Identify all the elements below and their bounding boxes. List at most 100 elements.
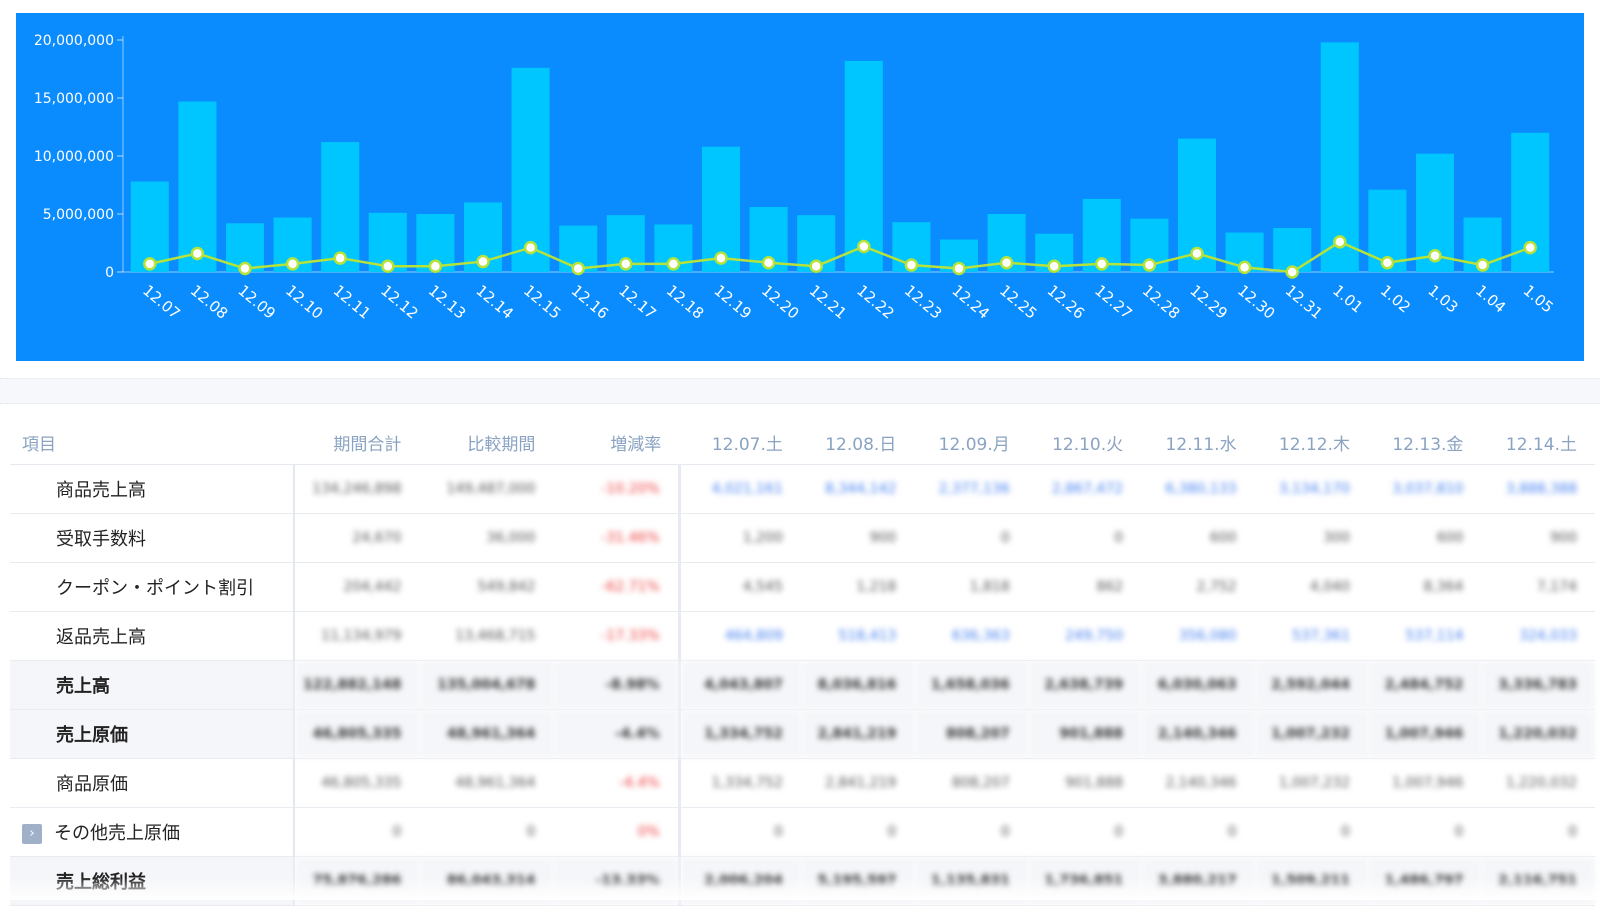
table-cell: 0: [914, 513, 1028, 563]
column-header[interactable]: 12.08.日: [800, 420, 915, 465]
chart-point: [666, 257, 681, 271]
chart-bar: [321, 142, 360, 272]
table-cell: -31.46%: [553, 513, 680, 563]
table-cell: 1,658,036: [914, 660, 1028, 710]
x-tick-label: 12.25: [996, 281, 1040, 322]
column-header[interactable]: 12.14.土: [1481, 420, 1595, 465]
chart-point: [238, 261, 252, 276]
table-cell: 900: [800, 513, 915, 563]
table-cell: 324,033: [1481, 611, 1595, 661]
column-header[interactable]: 12.10.火: [1027, 420, 1142, 465]
table-row: 商品原価 46,805,335 48,961,364 -4.4% 1,334,752 2,…: [10, 758, 1595, 808]
table-cell: 4,043,807: [677, 660, 801, 710]
x-tick-label: 12.14: [472, 281, 516, 322]
table-cell: 549,842: [419, 562, 554, 612]
x-tick-label: 1.02: [1377, 281, 1414, 316]
bottom-fade: [0, 878, 1600, 900]
table-cell: 3,037,810: [1368, 464, 1482, 514]
expand-chevron-icon[interactable]: ›: [22, 824, 42, 844]
chart-svg: 0 5,000,000 10,000,000 15,000,000 20,000,000…: [34, 33, 1557, 323]
table-cell: 0: [1254, 807, 1368, 857]
column-header[interactable]: 増減率: [553, 420, 680, 465]
table-cell: 134,246,898: [293, 464, 420, 514]
table-cell: -8.98%: [553, 660, 680, 710]
row-label-text: 商品売上高: [56, 480, 146, 501]
table-cell: 1,200: [677, 513, 801, 563]
table-cell: 1,818: [914, 562, 1028, 612]
table-header-row: 項目 期間合計 比較期間 増減率 12.07.土 12.08.日 12.09.月 12.10.…: [10, 420, 1595, 465]
chart-point: [619, 257, 633, 271]
table-cell: 2,140,346: [1141, 758, 1255, 808]
chart-bar: [1320, 42, 1359, 272]
row-label-text: 売上高: [56, 676, 110, 697]
table-cell: -10.20%: [553, 464, 680, 514]
table-cell: 300: [1254, 513, 1368, 563]
chart-point: [999, 255, 1014, 270]
x-tick-label: 12.22: [853, 281, 897, 322]
x-tick-label: 12.18: [663, 281, 707, 322]
y-tick-label: 5,000,000: [43, 207, 114, 223]
table-cell: 1,007,946: [1368, 709, 1482, 759]
x-tick-label: 12.24: [948, 281, 992, 322]
column-header[interactable]: 12.07.土: [679, 420, 801, 465]
row-label: 商品売上高: [10, 464, 295, 514]
x-tick-label: 1.04: [1472, 281, 1509, 316]
table-cell: 2,377,136: [914, 464, 1028, 514]
column-header-item: 項目: [10, 420, 294, 465]
column-header[interactable]: 期間合計: [293, 420, 420, 465]
column-header[interactable]: 12.11.水: [1141, 420, 1255, 465]
table-cell: -17.33%: [553, 611, 680, 661]
column-header[interactable]: 12.12.木: [1254, 420, 1368, 465]
column-header[interactable]: 12.13.金: [1368, 420, 1482, 465]
row-label: 商品原価: [10, 758, 295, 808]
chart-point: [285, 257, 300, 271]
table-cell: 356,080: [1141, 611, 1255, 661]
section-divider: [0, 378, 1600, 404]
table-cell: 2,841,219: [800, 758, 915, 808]
y-tick-label: 0: [105, 265, 114, 281]
x-tick-label: 12.15: [520, 281, 564, 322]
table-cell: 3,336,783: [1481, 660, 1595, 710]
column-header[interactable]: 12.09.月: [914, 420, 1028, 465]
x-tick-label: 12.23: [901, 281, 945, 322]
table-cell: 1,007,946: [1368, 758, 1482, 808]
table-cell: 8,036,816: [800, 660, 915, 710]
table-cell: 149,487,000: [419, 464, 554, 514]
x-tick-label: 12.17: [615, 281, 659, 322]
table-cell: 0: [677, 807, 801, 857]
chart-bar: [178, 101, 217, 272]
table-cell: 8,344,142: [800, 464, 915, 514]
table-cell: 901,888: [1027, 709, 1142, 759]
y-tick-label: 15,000,000: [34, 91, 114, 107]
row-label[interactable]: › その他売上原価: [10, 807, 295, 857]
table-cell: 1,218: [800, 562, 915, 612]
row-label-text: 売上原価: [56, 725, 128, 746]
chart-point: [143, 257, 157, 271]
column-header[interactable]: 比較期間: [419, 420, 554, 465]
table-cell: 46,805,335: [293, 709, 420, 759]
table-cell: 122,882,148: [293, 660, 420, 710]
chart-point: [476, 254, 490, 269]
table-cell: 48,961,364: [419, 758, 554, 808]
x-tick-label: 12.07: [139, 281, 183, 322]
x-tick-label: 12.08: [187, 281, 231, 322]
x-tick-label: 1.03: [1424, 281, 1461, 316]
chart-point: [1190, 246, 1204, 261]
chart-point: [1475, 258, 1490, 272]
x-tick-label: 12.28: [1139, 281, 1183, 322]
table-row: クーポン・ポイント割引 204,442 549,842 -62.71% 4,545 1,2…: [10, 562, 1595, 612]
table-cell: 36,000: [419, 513, 554, 563]
table-cell: 537,114: [1368, 611, 1482, 661]
chart-point: [809, 259, 823, 273]
chart-point: [1237, 260, 1252, 275]
row-label-text: クーポン・ポイント割引: [56, 578, 254, 599]
table-cell: 2,638,739: [1027, 660, 1142, 710]
table-row: 商品売上高 134,246,898 149,487,000 -10.20% 4,021,…: [10, 464, 1595, 514]
table-cell: 862: [1027, 562, 1142, 612]
table-cell: 48,961,364: [419, 709, 554, 759]
row-label-text: その他売上原価: [54, 823, 180, 844]
table-cell: 0: [1141, 807, 1255, 857]
sales-chart: 0 5,000,000 10,000,000 15,000,000 20,000,000…: [16, 13, 1584, 361]
table-row: 売上高 122,882,148 135,004,678 -8.98% 4,043,807…: [10, 660, 1595, 710]
chart-point: [1142, 258, 1157, 272]
